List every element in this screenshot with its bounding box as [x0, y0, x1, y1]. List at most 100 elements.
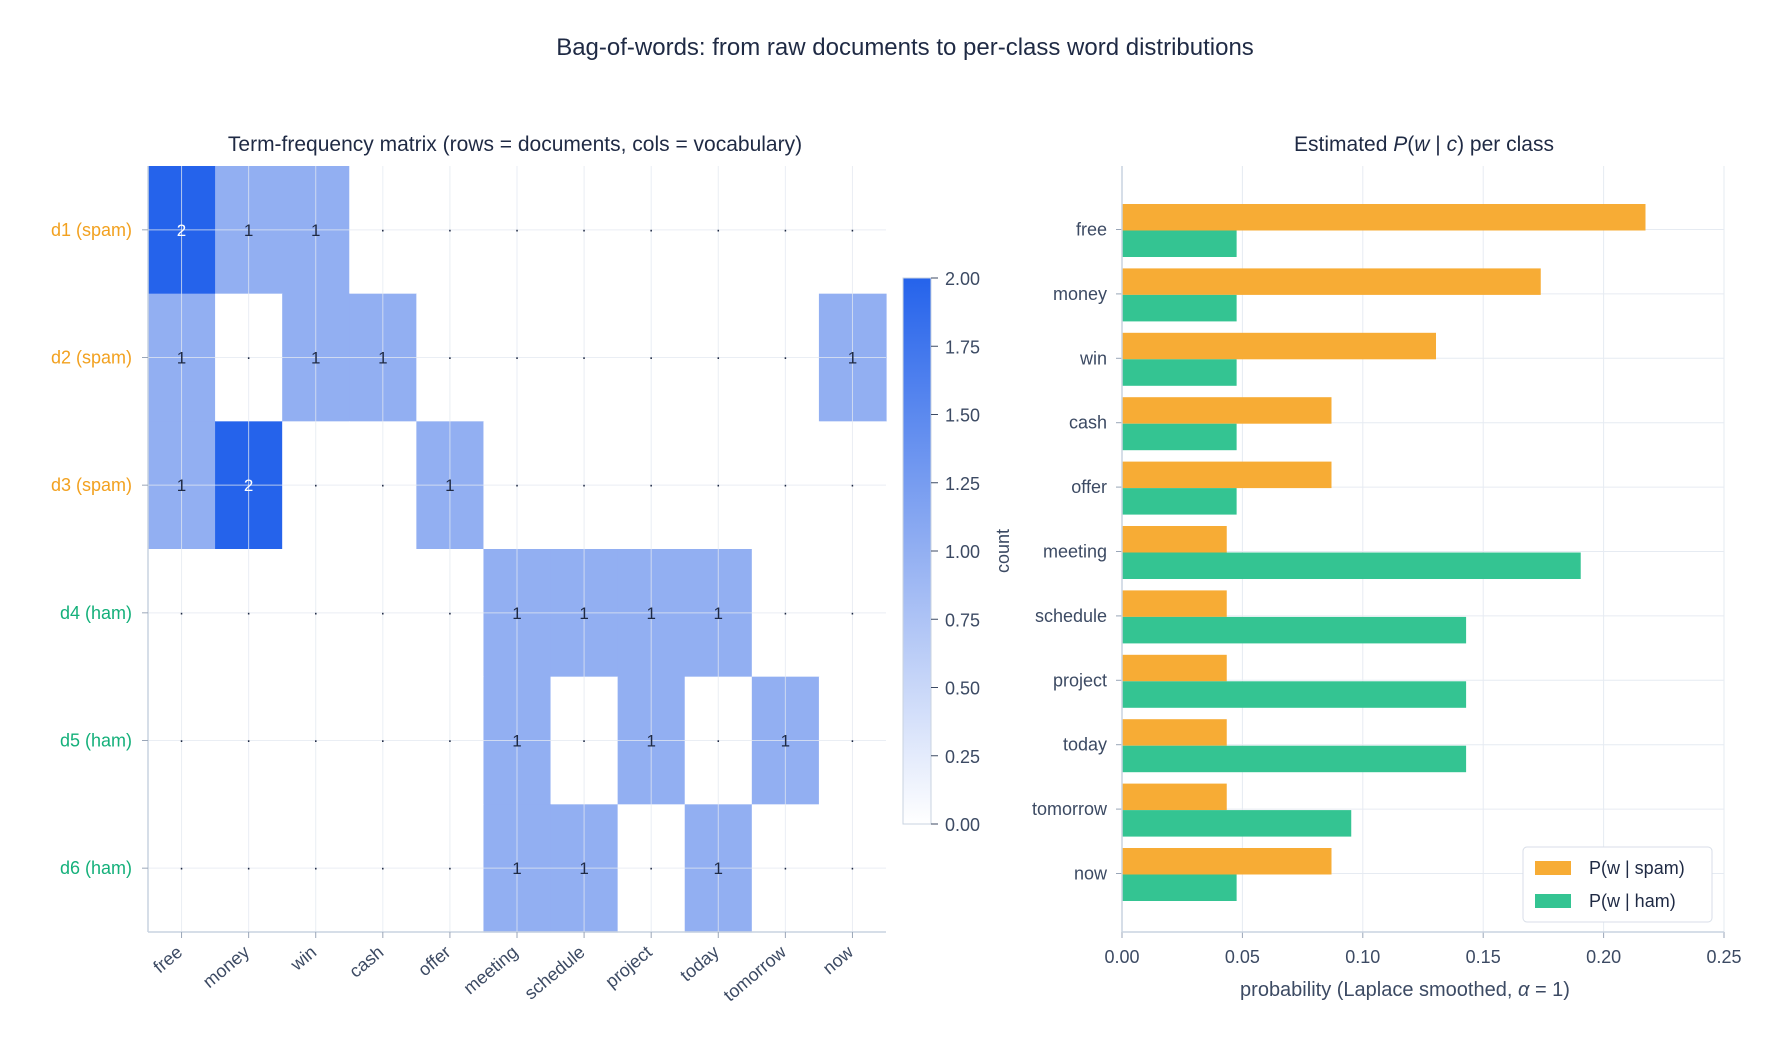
heatmap-zero-marker: ·: [716, 733, 721, 750]
colorbar-ticks: 0.00 0.25 0.50 0.75 1.00 1.25 1.50 1.75 2.00: [931, 269, 980, 835]
bar-x-tick-label: 0.00: [1104, 947, 1139, 967]
bar-category-label: project: [1053, 670, 1107, 690]
bar-chart-title: Estimated P(w | c) per class: [1294, 133, 1554, 156]
bar-category-label: tomorrow: [1032, 799, 1108, 819]
heatmap-cell-value: 2: [177, 221, 186, 240]
legend-label-spam: P(w | spam): [1589, 858, 1685, 878]
heatmap-zero-marker: ·: [246, 733, 251, 750]
bar-spam-offer: [1122, 461, 1332, 489]
heatmap-zero-marker: ·: [783, 860, 788, 877]
heatmap-row-label: d3 (spam): [51, 475, 132, 495]
heatmap-cell-value: 1: [311, 221, 320, 240]
bar-x-tick-label: 0.05: [1225, 947, 1260, 967]
bar-x-tick-label: 0.10: [1345, 947, 1380, 967]
heatmap-column-label: today: [676, 942, 723, 986]
legend-swatch-ham: [1535, 894, 1571, 908]
heatmap-column-label: tomorrow: [720, 941, 791, 1005]
heatmap-zero-marker: ·: [581, 350, 586, 367]
bar-category-labels: free money win cash offer meeting schedule proj…: [1032, 220, 1108, 884]
heatmap-gridlines: [148, 166, 886, 932]
heatmap-zero-marker: ·: [313, 860, 318, 877]
bar-category-label: money: [1053, 284, 1107, 304]
bar-spam-today: [1122, 719, 1227, 746]
heatmap-zero-marker: ·: [447, 605, 452, 622]
legend-label-ham: P(w | ham): [1589, 891, 1676, 911]
bar-spam-win: [1122, 332, 1437, 360]
bar-x-tick-label: 0.20: [1586, 947, 1621, 967]
bar-ham-project: [1122, 681, 1467, 708]
heatmap-row-label: d2 (spam): [51, 348, 132, 368]
bar-x-tick-label: 0.15: [1466, 947, 1501, 967]
bar-spam-now: [1122, 848, 1332, 875]
bar-spam-tomorrow: [1122, 783, 1227, 811]
heatmap-zero-marker: ·: [649, 860, 654, 877]
bar-ham-schedule: [1122, 616, 1467, 644]
bar-spam-project: [1122, 654, 1227, 682]
heatmap-zero-marker: ·: [313, 477, 318, 494]
bar-spam-cash: [1122, 397, 1332, 424]
heatmap-row-label: d4 (ham): [60, 603, 132, 623]
heatmap-cell-value: 1: [646, 604, 655, 623]
heatmap-zero-marker: ·: [179, 860, 184, 877]
colorbar-tick-label: 2.00: [945, 269, 980, 289]
heatmap-zero-marker: ·: [313, 605, 318, 622]
heatmap-zero-marker: ·: [447, 733, 452, 750]
heatmap-cell-value: 1: [848, 349, 857, 368]
heatmap-cell-value: 2: [244, 476, 253, 495]
colorbar-tick-label: 1.25: [945, 474, 980, 494]
bar-spam-meeting: [1122, 526, 1227, 553]
colorbar-tick-label: 0.00: [945, 815, 980, 835]
heatmap-zero-marker: ·: [649, 350, 654, 367]
heatmap-cell-value: 1: [646, 732, 655, 751]
heatmap-zero-marker: ·: [380, 733, 385, 750]
heatmap-zero-marker: ·: [179, 605, 184, 622]
heatmap-zero-marker: ·: [850, 860, 855, 877]
bar-x-tick-label: 0.25: [1706, 947, 1741, 967]
heatmap-cell-value: 1: [445, 476, 454, 495]
heatmap-cell-value: 1: [311, 349, 320, 368]
heatmap-axes: [142, 166, 886, 938]
heatmap-column-labels: free money win cash offer meeting schedule proj…: [149, 941, 857, 1005]
heatmap-zero-marker: ·: [783, 350, 788, 367]
heatmap-cell-value: 1: [579, 859, 588, 878]
heatmap-cell-value: 1: [177, 476, 186, 495]
heatmap-panel: Term-frequency matrix (rows = documents,…: [51, 133, 887, 1005]
heatmap-zero-marker: ·: [514, 222, 519, 239]
bar-category-label: offer: [1071, 477, 1107, 497]
colorbar-tick-label: 1.75: [945, 337, 980, 357]
bar-panel: Estimated P(w | c) per class free money wi…: [1032, 133, 1742, 1001]
bar-ham-meeting: [1122, 552, 1581, 579]
bar-ham-money: [1122, 294, 1237, 322]
heatmap-row-label: d1 (spam): [51, 220, 132, 240]
bar-ham-win: [1122, 359, 1237, 386]
legend: P(w | spam) P(w | ham): [1522, 846, 1713, 923]
heatmap-cell-value: 1: [714, 859, 723, 878]
heatmap-column-label: offer: [414, 942, 454, 980]
heatmap-zero-marker: ·: [246, 860, 251, 877]
heatmap-zero-marker: ·: [581, 733, 586, 750]
heatmap-row-labels: d1 (spam) d2 (spam) d3 (spam) d4 (ham) d5 (h…: [51, 220, 132, 878]
colorbar-label: count: [993, 529, 1013, 573]
bar-category-label: win: [1079, 348, 1107, 368]
bar-spam-schedule: [1122, 590, 1227, 617]
heatmap-cell-value: 1: [512, 732, 521, 751]
heatmap-row-label: d5 (ham): [60, 731, 132, 751]
colorbar-tick-label: 0.25: [945, 747, 980, 767]
colorbar-tick-label: 0.50: [945, 679, 980, 699]
heatmap-zero-marker: ·: [380, 477, 385, 494]
heatmap-zero-marker: ·: [716, 222, 721, 239]
heatmap-zero-marker: ·: [649, 477, 654, 494]
heatmap-zero-marker: ·: [850, 605, 855, 622]
heatmap-zero-marker: ·: [514, 350, 519, 367]
heatmap-cell-value: 1: [781, 732, 790, 751]
heatmap-zero-marker: ·: [380, 860, 385, 877]
heatmap-zero-marker: ·: [179, 733, 184, 750]
heatmap-cell-value: 1: [714, 604, 723, 623]
heatmap-row-label: d6 (ham): [60, 858, 132, 878]
heatmap-zero-marker: ·: [716, 350, 721, 367]
heatmap-column-label: project: [602, 942, 656, 992]
bar-axes: [1116, 166, 1725, 938]
heatmap-zero-marker: ·: [447, 860, 452, 877]
bar-category-label: schedule: [1035, 606, 1107, 626]
heatmap-zero-marker: ·: [313, 733, 318, 750]
